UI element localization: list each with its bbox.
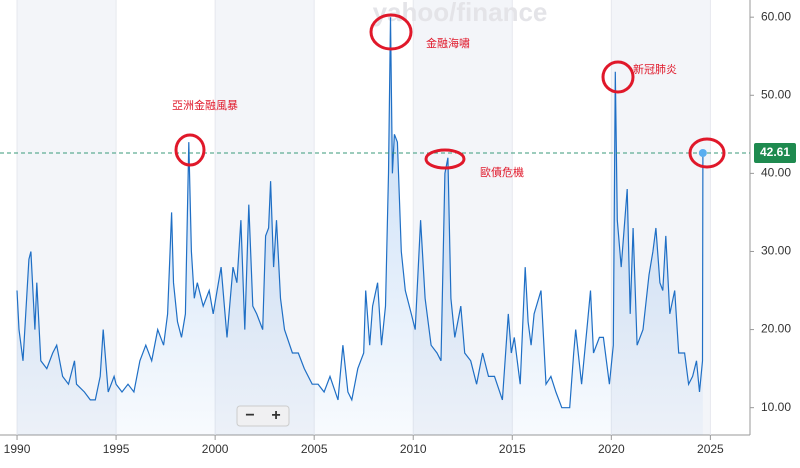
annotation: 金融海嘯 [426, 36, 470, 50]
y-tick-label: 10.00 [761, 400, 791, 414]
y-tick-label: 20.00 [761, 322, 791, 336]
x-tick-label: 2020 [598, 442, 625, 456]
area [17, 17, 703, 435]
last-point [698, 148, 707, 157]
zoom-in[interactable]: + [271, 407, 280, 424]
annotation: 亞洲金融風暴 [172, 98, 238, 112]
annotation: 新冠肺炎 [633, 62, 677, 76]
zoom-control [236, 405, 290, 427]
x-tick-label: 2025 [697, 442, 724, 456]
x-tick-label: 2010 [400, 442, 427, 456]
x-tick-label: 2005 [301, 442, 328, 456]
y-tick-label: 30.00 [761, 244, 791, 258]
last-value-box [754, 142, 796, 163]
x-tick-label: 2015 [499, 442, 526, 456]
line [16, 17, 704, 409]
annotation-circles [174, 13, 726, 170]
y-tick-label: 50.00 [761, 87, 791, 101]
x-tick-label: 1990 [4, 442, 31, 456]
last-value-label: 42.61 [760, 145, 790, 159]
y-tick-label: 40.00 [761, 166, 791, 180]
annotation: 歐債危機 [480, 165, 524, 179]
y-tick-label: 60.00 [761, 9, 791, 23]
zoom-out[interactable]: − [245, 407, 254, 424]
x-tick-label: 2000 [202, 442, 229, 456]
watermark: yahoo/finance [373, 0, 548, 27]
x-tick-label: 1995 [103, 442, 130, 456]
